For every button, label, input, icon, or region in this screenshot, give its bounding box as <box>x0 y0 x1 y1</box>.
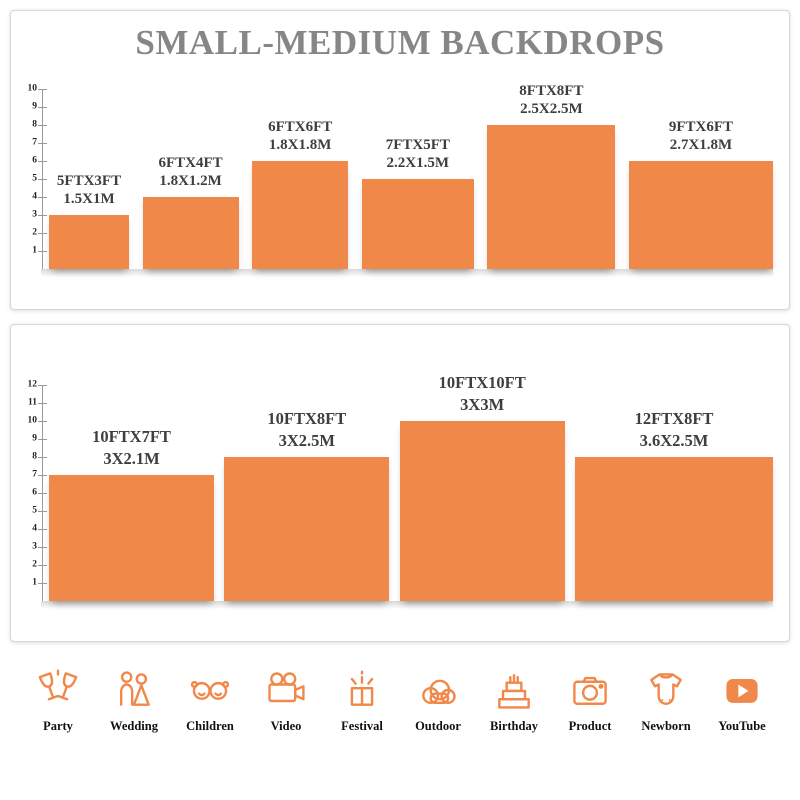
children-icon <box>190 680 230 700</box>
backdrop-box-7x5 <box>361 179 474 269</box>
backdrop-size-label: 7FTX5FT 2.2X1.5M <box>385 136 450 172</box>
top-stage: 10 9 8 7 6 5 4 3 2 1 5FTX3FT 1.5X1M 6FTX4FT 1.8X1… <box>28 73 773 269</box>
category-newborn: Newborn <box>632 668 700 734</box>
backdrop-box-12x8 <box>574 457 773 601</box>
bottom-stage: 12 11 10 9 8 7 6 5 4 3 2 1 10FTX7FT 3X2.1M 10FTX8FT… <box>28 369 773 601</box>
category-label: Product <box>568 719 612 733</box>
category-label: Newborn <box>641 719 691 733</box>
onesie-icon <box>650 673 682 705</box>
backdrop-item-5x3: 5FTX3FT 1.5X1M <box>49 172 129 269</box>
backdrop-size-label: 10FTX10FT 3X3M <box>438 373 526 414</box>
backdrop-item-10x8: 10FTX8FT 3X2.5M <box>224 408 390 601</box>
cloud-icon <box>422 679 456 705</box>
backdrop-item-9x6: 9FTX6FT 2.7X1.8M <box>628 118 773 269</box>
category-label: Video <box>270 719 302 733</box>
category-children: Children <box>176 668 244 734</box>
ruler-bottom: 12 11 10 9 8 7 6 5 4 3 2 1 <box>21 380 47 601</box>
backdrop-size-label: 9FTX6FT 2.7X1.8M <box>668 118 734 154</box>
backdrop-box-6x6 <box>252 161 349 269</box>
category-label: Children <box>186 719 234 733</box>
category-label: Festival <box>341 719 383 733</box>
video-camera-icon <box>268 672 305 703</box>
backdrop-size-label: 8FTX8FT 2.5X2.5M <box>519 82 584 118</box>
ground-shadow <box>41 269 773 277</box>
backdrop-item-10x7: 10FTX7FT 3X2.1M <box>49 426 214 601</box>
backdrop-box-8x8 <box>487 125 616 269</box>
backdrop-box-10x8 <box>224 457 390 601</box>
category-label: Outdoor <box>415 719 461 733</box>
backdrop-size-label: 10FTX7FT 3X2.1M <box>92 427 171 468</box>
backdrop-item-8x8: 8FTX8FT 2.5X2.5M <box>487 82 616 269</box>
backdrop-box-9x6 <box>628 161 773 269</box>
small-medium-panel: SMALL-MEDIUM BACKDROPS 10 9 8 7 6 5 4 3 2 1 5FTX3… <box>10 10 790 310</box>
category-birthday: Birthday <box>480 668 548 734</box>
backdrop-item-7x5: 7FTX5FT 2.2X1.5M <box>361 136 474 269</box>
category-label: Birthday <box>490 719 538 733</box>
category-party: Party <box>24 668 92 734</box>
backdrop-size-label: 6FTX6FT 1.8X1.8M <box>268 118 333 154</box>
backdrop-box-10x10 <box>399 421 565 601</box>
backdrop-item-6x6: 6FTX6FT 1.8X1.8M <box>252 118 349 269</box>
backdrop-box-6x4 <box>142 197 239 269</box>
backdrop-item-6x4: 6FTX4FT 1.8X1.2M <box>142 154 239 269</box>
backdrop-size-label: 10FTX8FT 3X2.5M <box>267 409 347 450</box>
backdrop-size-label: 12FTX8FT 3.6X2.5M <box>634 409 714 450</box>
photo-camera-icon <box>573 676 607 705</box>
category-row: Party Wedding Children Video <box>24 668 776 734</box>
ruler-top: 10 9 8 7 6 5 4 3 2 1 <box>21 84 47 269</box>
backdrop-size-label: 6FTX4FT 1.8X1.2M <box>158 154 223 190</box>
backdrop-size-label: 5FTX3FT 1.5X1M <box>56 172 122 208</box>
category-label: Party <box>43 719 73 733</box>
wedding-icon <box>119 671 150 706</box>
category-product: Product <box>556 668 624 734</box>
backdrop-item-12x8: 12FTX8FT 3.6X2.5M <box>574 408 773 601</box>
category-festival: Festival <box>328 668 396 734</box>
festival-icon <box>350 670 374 706</box>
category-label: Wedding <box>110 719 158 733</box>
category-outdoor: Outdoor <box>404 668 472 734</box>
ground-shadow <box>41 601 773 609</box>
backdrop-box-5x3 <box>49 215 129 269</box>
party-icon <box>38 669 78 701</box>
backdrop-box-10x7 <box>49 475 214 601</box>
category-label: YouTube <box>718 719 766 733</box>
category-youtube: YouTube <box>708 668 776 734</box>
large-panel: 12 11 10 9 8 7 6 5 4 3 2 1 10FTX7FT 3X2.1M 10FTX8FT… <box>10 324 790 642</box>
category-wedding: Wedding <box>100 668 168 734</box>
youtube-play-icon <box>726 679 758 703</box>
page-title: SMALL-MEDIUM BACKDROPS <box>135 23 665 62</box>
category-video: Video <box>252 668 320 734</box>
backdrop-item-10x10: 10FTX10FT 3X3M <box>399 372 565 601</box>
birthday-cake-icon <box>498 674 530 709</box>
